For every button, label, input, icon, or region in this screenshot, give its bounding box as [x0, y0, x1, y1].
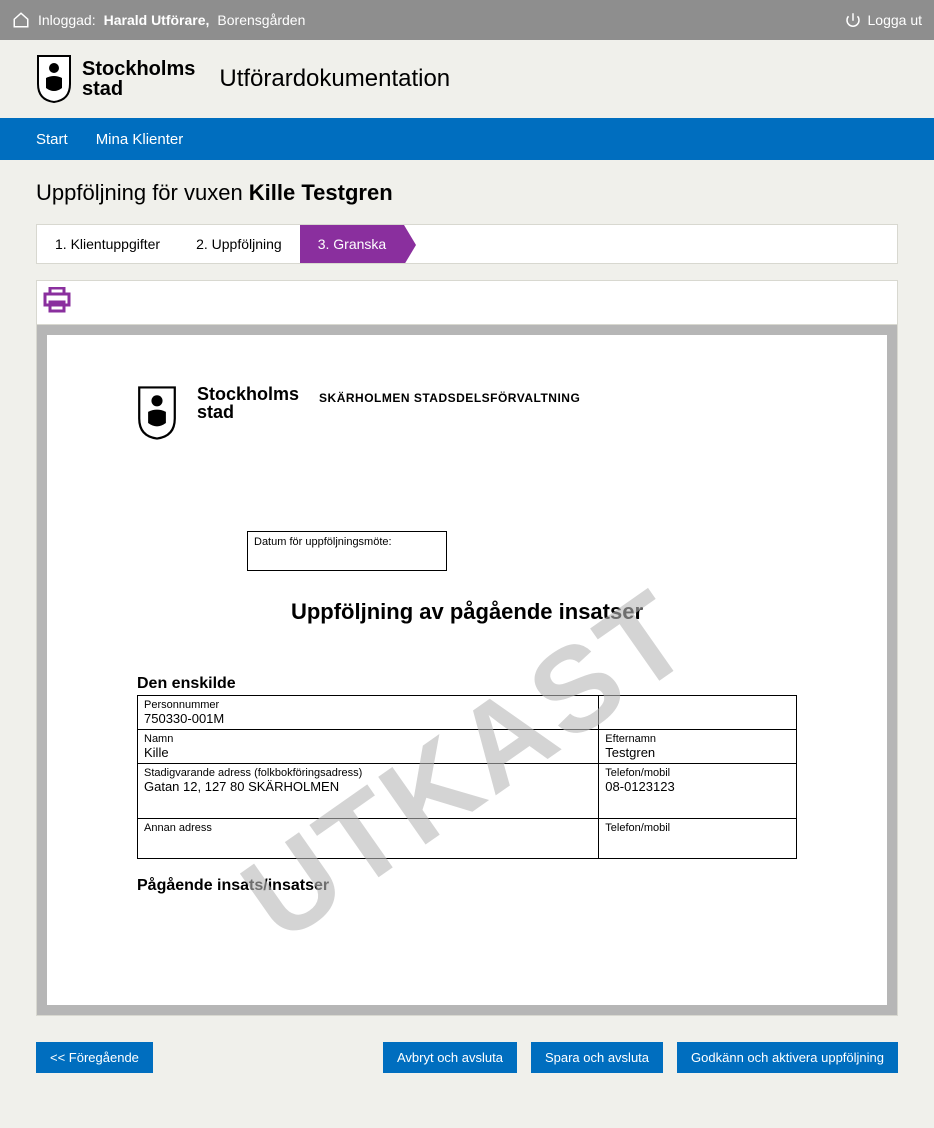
home-icon: [12, 11, 30, 29]
doc-logo-line1: Stockholms: [197, 385, 299, 403]
main-nav: Start Mina Klienter: [0, 118, 934, 160]
page-heading-name: Kille Testgren: [249, 180, 393, 205]
date-box: Datum för uppföljningsmöte:: [247, 531, 447, 571]
logout-icon: [844, 11, 862, 29]
wizard-step-1[interactable]: 1. Klientuppgifter: [37, 225, 178, 263]
page-heading: Uppföljning för vuxen Kille Testgren: [36, 180, 898, 206]
cell-empty: [599, 696, 797, 730]
label-namn: Namn: [144, 733, 592, 745]
individual-table: Personnummer 750330-001M Namn Kille Efte…: [137, 695, 797, 859]
logo-text-line2: stad: [82, 79, 195, 99]
value-adress: Gatan 12, 127 80 SKÄRHOLMEN: [144, 779, 339, 794]
logged-in-label: Inloggad:: [38, 12, 96, 28]
cell-efternamn: Efternamn Testgren: [599, 730, 797, 764]
preview-page: UTKAST Stockholms stad SKÄRHOLMEN STADSD…: [47, 335, 887, 1005]
label-adress: Stadigvarande adress (folkbokföringsadre…: [144, 767, 592, 779]
cancel-button[interactable]: Avbryt och avsluta: [383, 1042, 517, 1073]
section-individual: Den enskilde: [137, 675, 797, 693]
label-telefon: Telefon/mobil: [605, 767, 790, 779]
app-header: Stockholms stad Utförardokumentation: [0, 40, 934, 118]
date-box-label: Datum för uppföljningsmöte:: [254, 536, 392, 548]
cell-telefon: Telefon/mobil 08-0123123: [599, 764, 797, 819]
button-row: << Föregående Avbryt och avsluta Spara o…: [36, 1042, 898, 1073]
content: Uppföljning för vuxen Kille Testgren 1. …: [0, 160, 934, 1103]
preview-outer: UTKAST Stockholms stad SKÄRHOLMEN STADSD…: [36, 324, 898, 1016]
label-efternamn: Efternamn: [605, 733, 790, 745]
topbar-left: Inloggad: Harald Utförare, Borensgården: [12, 11, 305, 29]
previous-button[interactable]: << Föregående: [36, 1042, 153, 1073]
logo-text-line1: Stockholms: [82, 59, 195, 79]
wizard-step-3[interactable]: 3. Granska: [300, 225, 404, 263]
nav-clients[interactable]: Mina Klienter: [96, 131, 184, 148]
doc-logo-line2: stad: [197, 403, 299, 421]
cell-adress: Stadigvarande adress (folkbokföringsadre…: [138, 764, 599, 819]
logout-label: Logga ut: [868, 12, 923, 28]
preview-toolbar: [36, 280, 898, 324]
shield-icon: [36, 54, 72, 104]
approve-button[interactable]: Godkänn och aktivera uppföljning: [677, 1042, 898, 1073]
logo: Stockholms stad: [36, 54, 195, 104]
cell-annan-adress: Annan adress: [138, 819, 599, 859]
app-title: Utförardokumentation: [219, 65, 450, 93]
logout-link[interactable]: Logga ut: [844, 11, 923, 29]
label-annan-adress: Annan adress: [144, 822, 592, 834]
cell-telefon2: Telefon/mobil: [599, 819, 797, 859]
wizard: 1. Klientuppgifter 2. Uppföljning 3. Gra…: [36, 224, 898, 264]
user-name: Harald Utförare,: [104, 12, 210, 28]
doc-shield-icon: [137, 385, 177, 441]
print-icon[interactable]: [43, 287, 71, 313]
page-heading-prefix: Uppföljning för vuxen: [36, 180, 249, 205]
wizard-step-2[interactable]: 2. Uppföljning: [178, 225, 300, 263]
section-insatser: Pågående insats/insatser: [137, 877, 797, 895]
value-personnummer: 750330-001M: [144, 711, 224, 726]
user-unit: Borensgården: [217, 12, 305, 28]
cell-namn: Namn Kille: [138, 730, 599, 764]
save-button[interactable]: Spara och avsluta: [531, 1042, 663, 1073]
nav-start[interactable]: Start: [36, 131, 68, 148]
doc-header: Stockholms stad SKÄRHOLMEN STADSDELSFÖRV…: [137, 385, 797, 441]
doc-department: SKÄRHOLMEN STADSDELSFÖRVALTNING: [319, 391, 580, 405]
cell-personnummer: Personnummer 750330-001M: [138, 696, 599, 730]
label-personnummer: Personnummer: [144, 699, 592, 711]
value-efternamn: Testgren: [605, 745, 655, 760]
topbar: Inloggad: Harald Utförare, Borensgården …: [0, 0, 934, 40]
value-namn: Kille: [144, 745, 169, 760]
doc-title: Uppföljning av pågående insatser: [137, 599, 797, 625]
value-telefon: 08-0123123: [605, 779, 674, 794]
label-telefon2: Telefon/mobil: [605, 822, 790, 834]
